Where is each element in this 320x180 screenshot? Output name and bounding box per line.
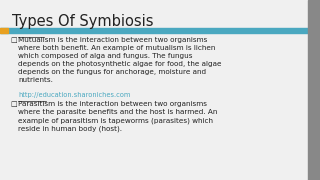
Text: Mutualism is the interaction between two organisms
where both benefit. An exampl: Mutualism is the interaction between two… — [18, 37, 221, 83]
Text: □: □ — [10, 101, 17, 107]
Text: Parasitism is the interaction between two organisms
where the parasite benefits : Parasitism is the interaction between tw… — [18, 101, 217, 132]
Text: http://education.sharoniches.com: http://education.sharoniches.com — [18, 92, 130, 98]
Bar — [0, 28, 320, 33]
Bar — [0, 28, 8, 33]
Text: □: □ — [10, 37, 17, 43]
Text: Types Of Symbiosis: Types Of Symbiosis — [12, 14, 154, 29]
Bar — [308, 0, 320, 180]
